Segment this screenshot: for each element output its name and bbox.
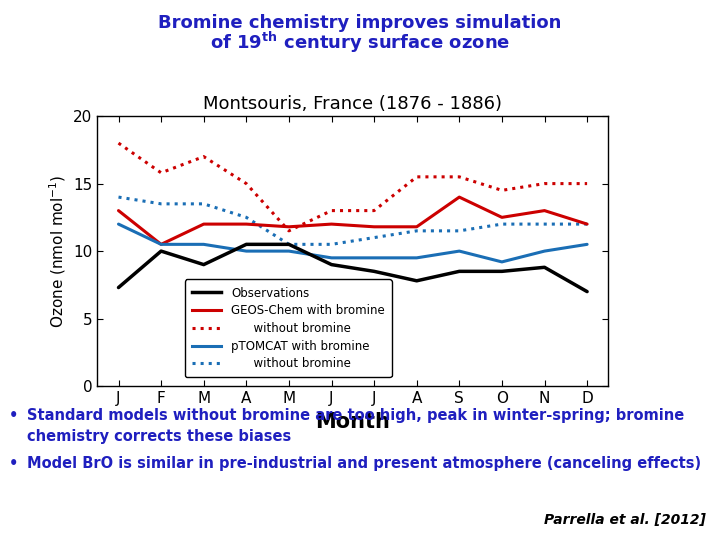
- Text: Standard models without bromine are too high, peak in winter-spring; bromine: Standard models without bromine are too …: [27, 408, 685, 423]
- Text: •: •: [9, 408, 18, 423]
- Y-axis label: Ozone (nmol mol$^{-1}$): Ozone (nmol mol$^{-1}$): [47, 174, 68, 328]
- Text: Parrella et al. [2012]: Parrella et al. [2012]: [544, 512, 706, 526]
- Text: Bromine chemistry improves simulation: Bromine chemistry improves simulation: [158, 14, 562, 31]
- Title: Montsouris, France (1876 - 1886): Montsouris, France (1876 - 1886): [203, 95, 503, 113]
- Text: of 19$^{\mathbf{th}}$ century surface ozone: of 19$^{\mathbf{th}}$ century surface oz…: [210, 30, 510, 55]
- Text: •: •: [9, 456, 18, 471]
- Text: chemistry corrects these biases: chemistry corrects these biases: [27, 429, 292, 444]
- X-axis label: Month: Month: [315, 411, 390, 431]
- Legend: Observations, GEOS-Chem with bromine,       without bromine, pTOMCAT with bromin: Observations, GEOS-Chem with bromine, wi…: [185, 279, 392, 377]
- Text: Model BrO is similar in pre-industrial and present atmosphere (canceling effects: Model BrO is similar in pre-industrial a…: [27, 456, 701, 471]
